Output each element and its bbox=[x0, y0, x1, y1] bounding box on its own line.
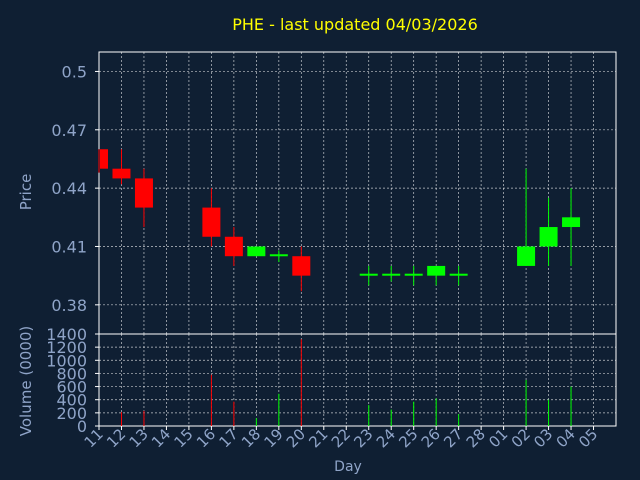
candle-body bbox=[112, 168, 131, 179]
candle bbox=[562, 188, 581, 266]
x-axis-label: Day bbox=[334, 459, 362, 475]
candle-body bbox=[427, 265, 446, 276]
price-tick-label: 0.5 bbox=[62, 62, 87, 81]
volume-tick-label: 800 bbox=[56, 364, 87, 383]
candle bbox=[134, 168, 153, 228]
candle bbox=[224, 227, 243, 266]
candle bbox=[292, 246, 311, 292]
volume-tick-label: 1400 bbox=[46, 325, 87, 344]
candle-body bbox=[382, 273, 401, 276]
candle-body bbox=[404, 273, 423, 276]
candle-body bbox=[562, 217, 581, 228]
candle-body bbox=[247, 246, 266, 257]
price-tick-label: 0.47 bbox=[51, 121, 87, 140]
candle-body bbox=[517, 246, 536, 266]
candle-body bbox=[224, 236, 243, 257]
price-tick-label: 0.38 bbox=[51, 296, 87, 315]
candle bbox=[202, 188, 221, 247]
candle bbox=[404, 265, 423, 286]
candle-body bbox=[359, 273, 378, 276]
candle-body bbox=[100, 149, 108, 169]
price-axis-label: Price bbox=[17, 174, 35, 211]
x-tick-label: 05 bbox=[575, 425, 601, 451]
candle-body bbox=[269, 254, 288, 257]
volume-plot-frame bbox=[98, 333, 617, 427]
candle bbox=[359, 265, 378, 286]
price-tick-label: 0.41 bbox=[51, 237, 87, 256]
candle-body bbox=[539, 227, 558, 247]
candle bbox=[269, 250, 288, 263]
volume-tick-label: 1200 bbox=[46, 338, 87, 357]
candle bbox=[98, 149, 108, 173]
chart-title: PHE - last updated 04/03/2026 bbox=[232, 15, 478, 34]
price-tick-label: 0.44 bbox=[51, 179, 87, 198]
candle bbox=[247, 246, 266, 257]
candle bbox=[427, 265, 446, 286]
candle-body bbox=[449, 273, 468, 276]
candle bbox=[382, 265, 401, 282]
volume-panel: 0200400600800100012001400111213141516171… bbox=[46, 325, 617, 451]
candle-body bbox=[292, 256, 311, 276]
candle-body bbox=[134, 178, 153, 208]
volume-tick-label: 1000 bbox=[46, 351, 87, 370]
candle bbox=[517, 168, 536, 266]
candle bbox=[112, 149, 131, 185]
candle bbox=[539, 197, 558, 266]
candle bbox=[449, 265, 468, 286]
candle-body bbox=[202, 207, 221, 237]
volume-tick-label: 200 bbox=[56, 404, 87, 423]
price-panel: 0.38 0.41 0.44 0.47 0.5 bbox=[51, 51, 617, 335]
price-plot-frame bbox=[98, 51, 617, 335]
volume-tick-label: 400 bbox=[56, 391, 87, 410]
volume-tick-label: 600 bbox=[56, 378, 87, 397]
volume-axis-label: Volume (0000) bbox=[17, 326, 35, 436]
volume-tick-label: 0 bbox=[77, 417, 87, 436]
